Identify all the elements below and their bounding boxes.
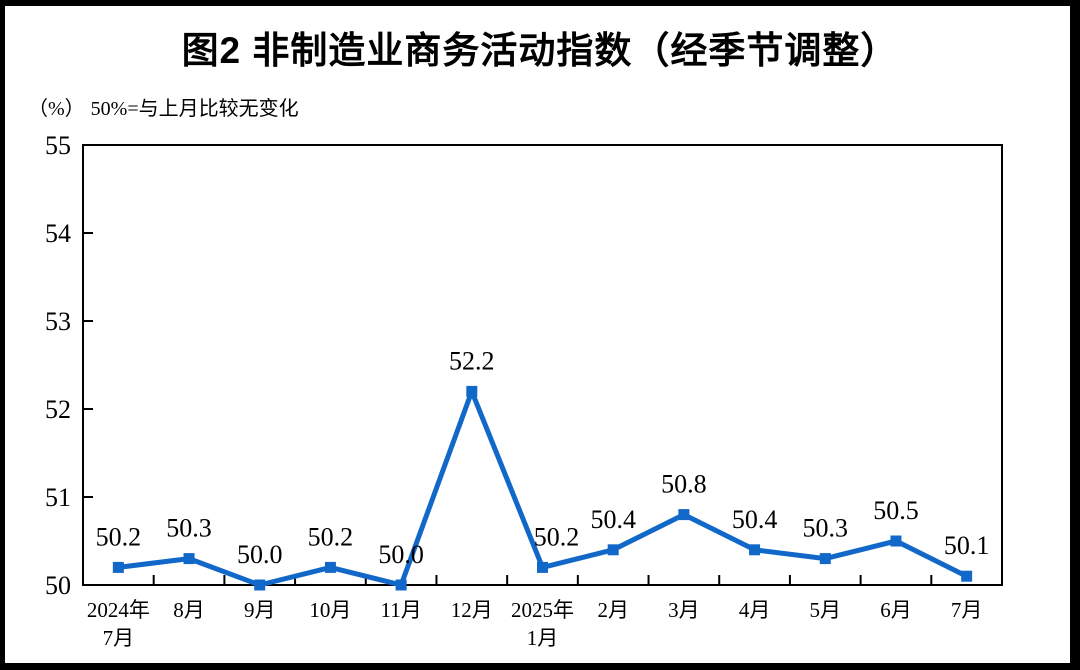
data-point-label: 50.3	[166, 514, 212, 543]
x-axis-label: 4月	[739, 598, 771, 622]
y-axis-unit-label: （%）	[28, 98, 85, 120]
data-point-marker	[749, 544, 761, 556]
data-point-marker	[961, 570, 973, 582]
x-axis-label: 11月	[380, 598, 421, 622]
x-axis-label: 3月	[668, 598, 700, 622]
data-point-label: 50.2	[534, 522, 580, 551]
data-point-label: 50.5	[873, 496, 919, 525]
x-axis-label: 8月	[173, 598, 205, 622]
data-point-marker	[254, 579, 266, 591]
x-axis-label: 2月	[597, 598, 629, 622]
data-point-label: 50.4	[590, 505, 636, 534]
data-point-label: 50.3	[803, 514, 849, 543]
data-point-marker	[183, 553, 195, 565]
data-point-marker	[395, 579, 407, 591]
y-axis-tick-label: 53	[45, 307, 71, 336]
data-point-marker	[607, 544, 619, 556]
x-axis-label: 9月	[244, 598, 276, 622]
data-point-marker	[890, 535, 902, 547]
data-point-label: 52.2	[449, 346, 495, 375]
y-axis-tick-label: 50	[45, 571, 71, 600]
data-point-label: 50.2	[308, 522, 354, 551]
data-point-label: 50.2	[96, 522, 142, 551]
chart-title: 图2 非制造业商务活动指数（经季节调整）	[181, 30, 899, 71]
data-point-marker	[324, 561, 336, 573]
x-axis-label: 5月	[810, 598, 842, 622]
data-point-label: 50.0	[237, 540, 283, 569]
x-axis-label: 12月	[451, 598, 493, 622]
y-axis-tick-label: 52	[45, 395, 71, 424]
data-point-label: 50.0	[378, 540, 424, 569]
x-axis-label: 2025年 1月	[511, 598, 574, 650]
data-point-label: 50.1	[944, 531, 990, 560]
reference-note: 50%=与上月比较无变化	[90, 98, 299, 120]
data-point-marker	[466, 385, 478, 397]
x-axis-label: 10月	[309, 598, 351, 622]
chart-subtitle: （%） 50%=与上月比较无变化	[28, 92, 299, 121]
data-point-marker	[819, 553, 831, 565]
y-axis-tick-label: 54	[45, 219, 71, 248]
data-point-marker	[537, 561, 548, 573]
data-point-marker	[112, 561, 124, 573]
x-axis-label: 2024年 7月	[87, 598, 150, 650]
y-axis-tick-label: 51	[45, 483, 71, 512]
x-axis-label: 7月	[951, 598, 983, 622]
data-point-marker	[678, 509, 690, 521]
x-axis-label: 6月	[880, 598, 912, 622]
data-point-label: 50.4	[732, 505, 778, 534]
y-axis-tick-label: 55	[45, 131, 71, 160]
data-point-label: 50.8	[661, 470, 707, 499]
plot-frame	[82, 144, 1003, 586]
